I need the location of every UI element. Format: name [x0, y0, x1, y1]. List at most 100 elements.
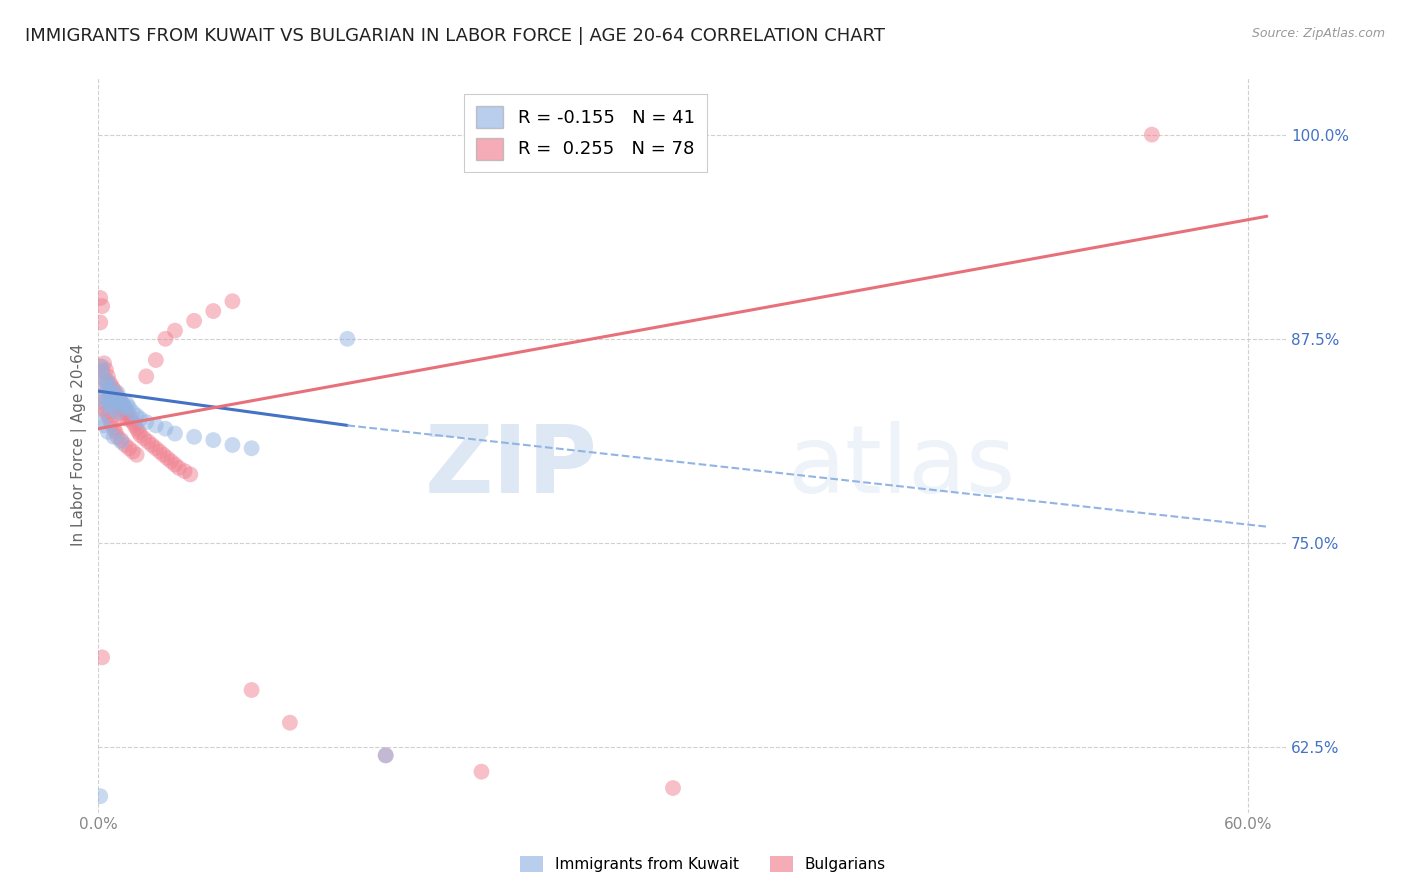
Point	[134, 432, 156, 446]
Point	[91, 395, 114, 409]
Point	[89, 389, 111, 403]
Point	[112, 399, 135, 413]
Point	[125, 448, 148, 462]
Point	[121, 444, 143, 458]
Point	[145, 442, 167, 456]
Point	[121, 415, 143, 429]
Point	[108, 392, 131, 407]
Point	[202, 304, 225, 318]
Point	[121, 405, 143, 419]
Point	[94, 373, 117, 387]
Point	[97, 392, 120, 407]
Point	[470, 764, 492, 779]
Point	[103, 383, 125, 397]
Point	[93, 418, 115, 433]
Point	[107, 399, 129, 413]
Point	[115, 412, 138, 426]
Point	[91, 650, 114, 665]
Point	[155, 422, 177, 436]
Point	[97, 425, 120, 439]
Point	[135, 415, 157, 429]
Point	[110, 433, 132, 447]
Point	[163, 324, 186, 338]
Point	[114, 402, 136, 417]
Point	[183, 430, 205, 444]
Point	[103, 392, 125, 407]
Point	[93, 402, 115, 417]
Point	[110, 395, 132, 409]
Point	[89, 413, 111, 427]
Point	[110, 405, 132, 419]
Point	[91, 364, 114, 378]
Point	[100, 402, 122, 417]
Point	[94, 397, 117, 411]
Point	[107, 430, 129, 444]
Point	[93, 373, 115, 387]
Point	[97, 381, 120, 395]
Point	[104, 425, 127, 439]
Point	[91, 389, 114, 403]
Point	[98, 397, 121, 411]
Point	[104, 392, 127, 407]
Point	[89, 316, 111, 330]
Point	[98, 376, 121, 390]
Point	[120, 412, 142, 426]
Point	[240, 442, 263, 456]
Point	[278, 715, 301, 730]
Point	[221, 438, 243, 452]
Point	[155, 332, 177, 346]
Point	[114, 438, 136, 452]
Point	[128, 425, 150, 439]
Point	[89, 364, 111, 378]
Point	[145, 353, 167, 368]
Point	[110, 395, 132, 409]
Text: IMMIGRANTS FROM KUWAIT VS BULGARIAN IN LABOR FORCE | AGE 20-64 CORRELATION CHART: IMMIGRANTS FROM KUWAIT VS BULGARIAN IN L…	[25, 27, 886, 45]
Point	[240, 683, 263, 698]
Point	[179, 467, 201, 482]
Point	[125, 409, 148, 423]
Point	[100, 385, 122, 400]
Point	[107, 389, 129, 403]
Point	[103, 422, 125, 436]
Y-axis label: In Labor Force | Age 20-64: In Labor Force | Age 20-64	[72, 343, 87, 546]
Point	[183, 314, 205, 328]
Text: Source: ZipAtlas.com: Source: ZipAtlas.com	[1251, 27, 1385, 40]
Point	[124, 418, 146, 433]
Point	[94, 363, 117, 377]
Point	[89, 359, 111, 374]
Point	[104, 395, 127, 409]
Point	[163, 458, 186, 472]
Point	[374, 748, 396, 763]
Text: atlas: atlas	[787, 421, 1015, 513]
Point	[97, 369, 120, 384]
Point	[98, 385, 121, 400]
Point	[93, 356, 115, 370]
Point	[98, 381, 121, 395]
Point	[136, 434, 159, 449]
Point	[108, 392, 131, 407]
Point	[89, 789, 111, 804]
Point	[93, 381, 115, 395]
Point	[110, 434, 132, 449]
Point	[118, 401, 141, 415]
Point	[91, 359, 114, 374]
Point	[103, 389, 125, 403]
Point	[160, 454, 183, 468]
Point	[374, 748, 396, 763]
Point	[118, 409, 141, 423]
Point	[97, 376, 120, 390]
Point	[107, 385, 129, 400]
Point	[97, 409, 120, 423]
Point	[115, 397, 138, 411]
Point	[1140, 128, 1163, 142]
Point	[221, 294, 243, 309]
Point	[108, 402, 131, 417]
Legend: R = -0.155   N = 41, R =  0.255   N = 78: R = -0.155 N = 41, R = 0.255 N = 78	[464, 94, 707, 172]
Point	[125, 422, 148, 436]
Point	[145, 418, 167, 433]
Point	[100, 379, 122, 393]
Point	[104, 385, 127, 400]
Point	[336, 332, 359, 346]
Point	[141, 438, 163, 452]
Text: ZIP: ZIP	[425, 421, 598, 513]
